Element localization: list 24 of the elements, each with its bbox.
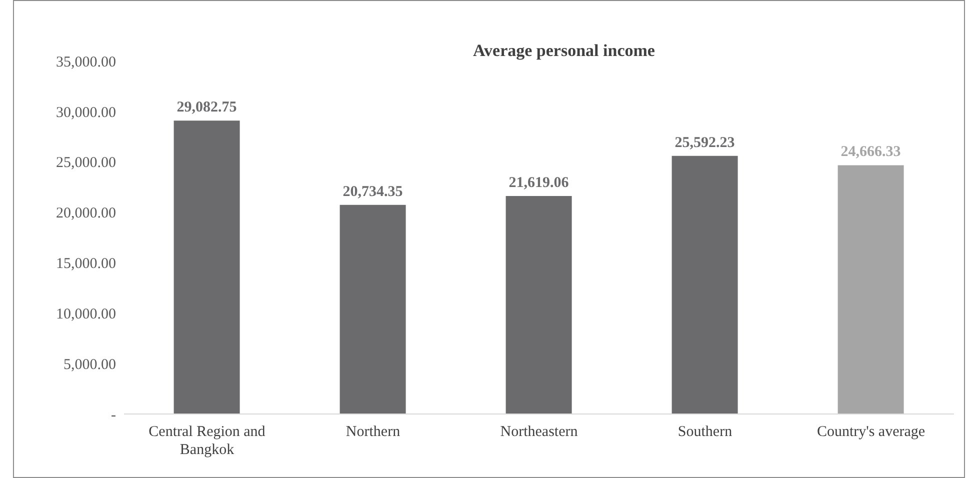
data-label: 21,619.06 xyxy=(508,174,570,191)
x-tick-label: Central Region and Bangkok xyxy=(148,424,266,458)
y-tick-label: 20,000.00 xyxy=(56,206,116,222)
bar xyxy=(506,196,572,414)
y-tick-label: 25,000.00 xyxy=(56,155,116,172)
data-label: 20,734.35 xyxy=(342,184,403,200)
x-tick-label: Southern xyxy=(678,424,733,440)
chart-title: Average personal income xyxy=(472,41,656,61)
y-tick-label: 35,000.00 xyxy=(56,54,116,70)
y-tick-label: 15,000.00 xyxy=(56,256,116,272)
data-label: 24,666.33 xyxy=(840,144,901,160)
y-tick-label: 30,000.00 xyxy=(56,104,116,121)
bar xyxy=(340,204,406,414)
data-label: 29,082.75 xyxy=(176,100,237,116)
x-tick-label: Northern xyxy=(346,424,401,440)
bar xyxy=(174,120,240,414)
y-tick-label: 10,000.00 xyxy=(56,306,116,322)
y-tick-label: - xyxy=(111,407,116,424)
data-label: 25,592.23 xyxy=(674,134,735,151)
bar xyxy=(838,165,904,414)
x-tick-label: Country's average xyxy=(816,424,926,440)
x-tick-label: Northeastern xyxy=(500,424,578,440)
bar xyxy=(672,156,738,414)
y-tick-label: 5,000.00 xyxy=(64,356,116,373)
